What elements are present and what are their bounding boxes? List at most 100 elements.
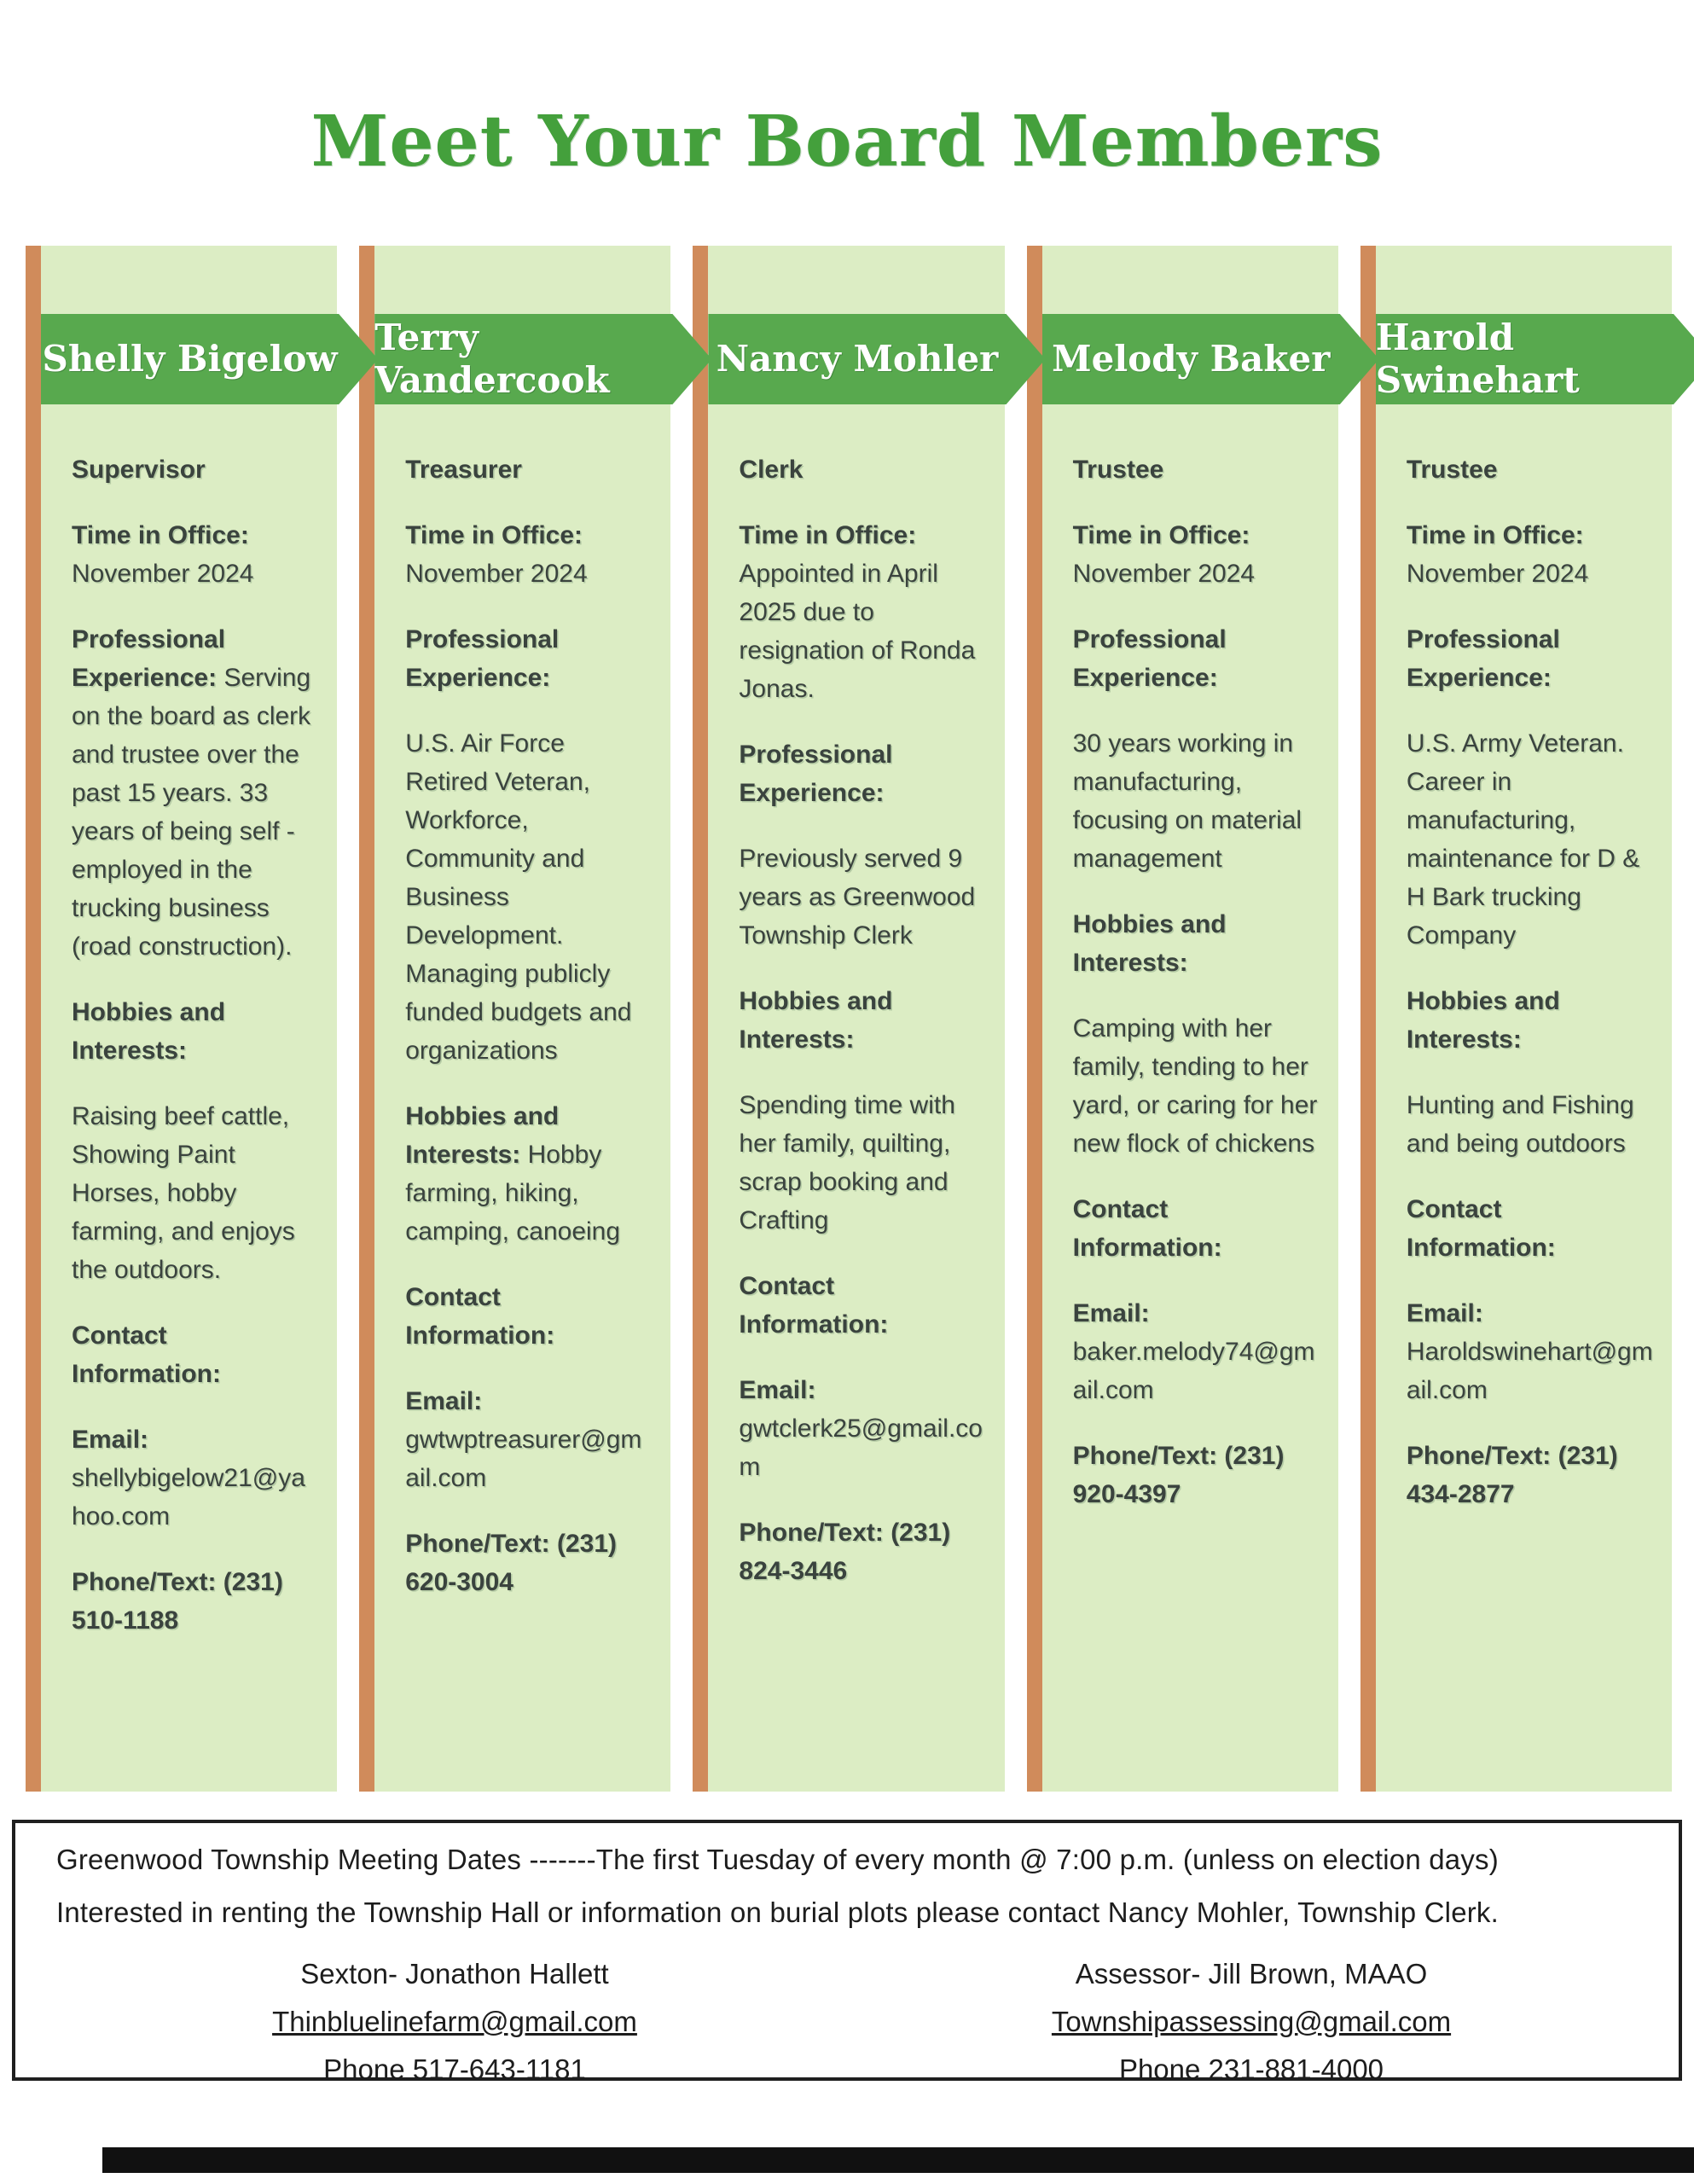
member-name: Terry Vandercook <box>374 317 610 401</box>
paragraph-text: Camping with her family, tending to her … <box>1072 1014 1318 1158</box>
member-paragraph: Professional Experience: Serving on the … <box>72 620 318 966</box>
bold-label: Contact Information: <box>405 1283 555 1350</box>
bold-label: Phone/Text: (231) 510-1188 <box>72 1568 283 1635</box>
sexton-block: Sexton- Jonathon Hallett Thinbluelinefar… <box>56 1958 853 2101</box>
member-name: Melody Baker <box>1052 338 1331 380</box>
member-name-banner: Shelly Bigelow <box>41 314 378 404</box>
bold-label: Phone/Text: (231) 620-3004 <box>405 1530 618 1596</box>
bold-label: Phone/Text: (231) 824-3446 <box>739 1519 951 1585</box>
paragraph-text: Previously served 9 years as Greenwood T… <box>739 845 976 950</box>
member-paragraph: Professional Experience: <box>739 735 985 812</box>
member-paragraph: Hobbies and Interests: <box>1073 905 1320 982</box>
member-role: Clerk <box>739 456 803 484</box>
page-title: Meet Your Board Members <box>310 101 1384 183</box>
member-panel: Melody Baker Trustee Time in Office: Nov… <box>1041 246 1338 1792</box>
member-content: Clerk Time in Office: Appointed in April… <box>708 246 1004 1590</box>
paragraph-text: Raising beef cattle, Showing Paint Horse… <box>72 1102 295 1284</box>
assessor-block: Assessor- Jill Brown, MAAO Townshipasses… <box>853 1958 1650 2101</box>
member-paragraph: Hobbies and Interests: Hobby farming, hi… <box>405 1097 652 1251</box>
member-paragraph: Time in Office: Appointed in April 2025 … <box>739 516 985 708</box>
member-panel: Nancy Mohler Clerk Time in Office: Appoi… <box>708 246 1004 1792</box>
bold-label: Hobbies and Interests: <box>739 987 893 1054</box>
member-paragraph: Professional Experience: <box>1407 620 1653 697</box>
bold-label: Contact Information: <box>739 1272 889 1339</box>
bold-label: Email: <box>1406 1299 1483 1327</box>
bold-label: Time in Office: <box>1072 521 1250 549</box>
divider-bar <box>359 246 375 1792</box>
member-paragraph: Contact Information: <box>72 1316 318 1393</box>
member-paragraph: Email: gwtclerk25@gmail.com <box>739 1371 985 1486</box>
paragraph-text: gwtwptreasurer@gmail.com <box>405 1426 642 1492</box>
member-paragraph: Camping with her family, tending to her … <box>1073 1009 1320 1163</box>
bold-label: Email: <box>72 1426 149 1454</box>
bold-label: Hobbies and Interests: <box>72 998 226 1065</box>
member-paragraph: Time in Office: November 2024 <box>72 516 318 593</box>
scan-artifact-bar <box>102 2147 1694 2173</box>
member-paragraph: 30 years working in manufacturing, focus… <box>1073 724 1320 878</box>
bold-label: Time in Office: <box>405 521 583 549</box>
divider-bar <box>693 246 709 1792</box>
bold-label: Time in Office: <box>1406 521 1584 549</box>
paragraph-text: Serving on the board as clerk and truste… <box>72 664 311 961</box>
member-column: Terry Vandercook Treasurer Time in Offic… <box>359 246 670 1792</box>
bold-label: Email: <box>405 1387 483 1415</box>
bold-label: Hobbies and Interests: <box>1072 910 1227 977</box>
meeting-dates-line: Greenwood Township Meeting Dates -------… <box>56 1844 1499 1875</box>
member-paragraph: Professional Experience: <box>1073 620 1320 697</box>
paragraph-text: Hunting and Fishing and being outdoors <box>1406 1091 1634 1158</box>
member-name-banner: Nancy Mohler <box>708 314 1045 404</box>
bold-label: Professional Experience: <box>405 625 560 692</box>
bold-label: Contact Information: <box>1072 1195 1222 1262</box>
contact-title: Assessor- Jill Brown, MAAO <box>1075 1958 1428 1989</box>
member-paragraph: Raising beef cattle, Showing Paint Horse… <box>72 1097 318 1289</box>
rental-info-line: Interested in renting the Township Hall … <box>56 1896 1499 1928</box>
paragraph-text: November 2024 <box>1406 560 1589 588</box>
bold-label: Time in Office: <box>739 521 917 549</box>
member-panel: Shelly Bigelow Supervisor Time in Office… <box>41 246 337 1792</box>
member-column: Harold Swinehart Trustee Time in Office:… <box>1360 246 1672 1792</box>
member-paragraph: Email: shellybigelow21@yahoo.com <box>72 1420 318 1536</box>
paragraph-text: Spending time with her family, quilting,… <box>739 1091 955 1234</box>
paragraph-text: November 2024 <box>1072 560 1256 588</box>
contact-email-link[interactable]: Thinbluelinefarm@gmail.com <box>272 2006 637 2037</box>
member-panel: Harold Swinehart Trustee Time in Office:… <box>1375 246 1672 1792</box>
member-paragraph: Contact Information: <box>405 1278 652 1355</box>
member-paragraph: Hunting and Fishing and being outdoors <box>1407 1086 1653 1163</box>
member-name-banner: Terry Vandercook <box>374 314 711 404</box>
member-name: Shelly Bigelow <box>42 338 338 380</box>
member-paragraph: Phone/Text: (231) 620-3004 <box>405 1525 652 1601</box>
member-paragraph: U.S. Air Force Retired Veteran, Workforc… <box>405 724 652 1070</box>
member-name-banner: Melody Baker <box>1042 314 1379 404</box>
member-column: Melody Baker Trustee Time in Office: Nov… <box>1026 246 1338 1792</box>
paragraph-text: 30 years working in manufacturing, focus… <box>1072 729 1302 873</box>
member-role: Treasurer <box>405 456 522 484</box>
member-paragraph: Phone/Text: (231) 920-4397 <box>1073 1437 1320 1513</box>
paragraph-text: baker.melody74@gmail.com <box>1072 1338 1315 1404</box>
bold-label: Professional Experience: <box>739 741 893 807</box>
bold-label: Professional Experience: <box>72 625 226 692</box>
member-paragraph: Contact Information: <box>739 1267 985 1344</box>
paragraph-text: shellybigelow21@yahoo.com <box>72 1464 305 1531</box>
board-columns: Shelly Bigelow Supervisor Time in Office… <box>26 246 1672 1792</box>
bold-label: Time in Office: <box>72 521 249 549</box>
bold-label: Email: <box>1072 1299 1150 1327</box>
bold-label: Contact Information: <box>1406 1195 1556 1262</box>
bold-label: Hobbies and Interests: <box>1406 987 1560 1054</box>
paragraph-text: U.S. Army Veteran. Career in manufacturi… <box>1406 729 1640 950</box>
member-column: Shelly Bigelow Supervisor Time in Office… <box>26 246 337 1792</box>
member-paragraph: Hobbies and Interests: <box>739 982 985 1059</box>
bold-label: Phone/Text: (231) 434-2877 <box>1406 1442 1618 1508</box>
bold-label: Hobbies and Interests: <box>405 1102 560 1169</box>
member-paragraph: Email: Haroldswinehart@gmail.com <box>1407 1294 1653 1409</box>
member-role: Trustee <box>1406 456 1498 484</box>
member-paragraph: Time in Office: November 2024 <box>405 516 652 593</box>
member-name: Nancy Mohler <box>716 338 999 380</box>
paragraph-text: November 2024 <box>72 560 254 588</box>
contact-email-link[interactable]: Townshipassessing@gmail.com <box>1051 2006 1452 2037</box>
member-paragraph: Email: gwtwptreasurer@gmail.com <box>405 1382 652 1497</box>
member-paragraph: Contact Information: <box>1407 1190 1653 1267</box>
paragraph-text: November 2024 <box>405 560 588 588</box>
paragraph-text: Appointed in April 2025 due to resignati… <box>739 560 976 703</box>
member-paragraph: Previously served 9 years as Greenwood T… <box>739 839 985 955</box>
